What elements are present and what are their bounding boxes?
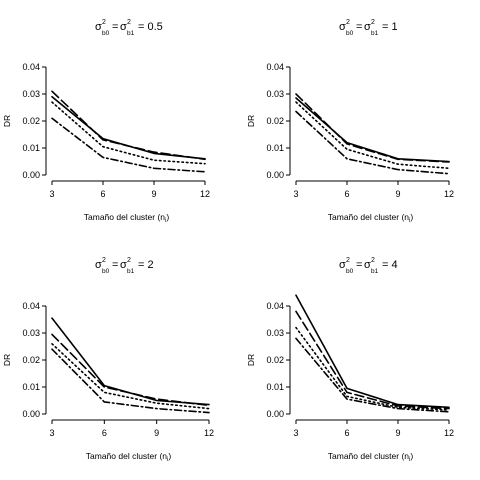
x-tick-label: 3 (293, 428, 298, 438)
panel-title: σ 2b0= σ 2b1= 1 (339, 19, 398, 37)
x-tick-label: 12 (444, 189, 454, 199)
panel-title: σ 2b0= σ 2b1= 4 (339, 257, 398, 275)
title-sub: b1 (371, 30, 379, 37)
x-tick-label: 9 (395, 428, 400, 438)
series-line-dotdash (295, 337, 450, 413)
y-axis-label: DR (2, 115, 12, 127)
series-line-solid (51, 95, 206, 160)
panel-title: σ 2b0= σ 2b1= 2 (95, 257, 154, 275)
y-tick-label: 0.00 (266, 170, 284, 180)
x-tick-label: 9 (154, 428, 159, 438)
x-tick-label: 12 (204, 428, 214, 438)
y-tick-label: 0.00 (22, 170, 40, 180)
series-line-dotted (51, 342, 210, 410)
title-sub: b0 (346, 268, 354, 275)
x-tick-label: 9 (151, 189, 156, 199)
panel-1: σ 2b0= σ 2b1= 0.53 6 9 120.000.010.020.030.04D… (2, 19, 210, 224)
y-tick-label: 0.03 (266, 89, 284, 99)
panel-title: σ 2b0= σ 2b1= 0.5 (95, 19, 163, 37)
series-line-longdash (295, 93, 450, 163)
y-tick-label: 0.00 (22, 409, 40, 419)
title-sup: 2 (371, 257, 375, 264)
y-axis-label: DR (246, 115, 256, 127)
x-axis-label: Tamaño del cluster (ni) (328, 212, 414, 224)
title-eq: = (356, 21, 362, 33)
y-tick-label: 0.02 (22, 355, 40, 365)
x-tick-label: 3 (49, 428, 54, 438)
title-sub: b0 (346, 30, 354, 37)
title-sub: b0 (102, 30, 110, 37)
y-tick-label: 0.02 (22, 116, 40, 126)
series-line-dotdash (295, 110, 450, 175)
title-value: = 0.5 (138, 21, 163, 33)
panel-4: σ 2b0= σ 2b1= 43 6 9 120.000.010.020.030.04DRT… (246, 257, 454, 463)
y-tick-label: 0.04 (266, 301, 284, 311)
y-tick-label: 0.04 (266, 62, 284, 72)
panel-2: σ 2b0= σ 2b1= 13 6 9 120.000.010.020.030.04DRT… (246, 19, 454, 224)
title-sup: 2 (371, 19, 375, 26)
series-line-solid (295, 294, 450, 409)
title-value: = 2 (138, 259, 154, 271)
x-axis-label: Tamaño del cluster (ni) (84, 212, 170, 224)
title-sigma: σ (120, 259, 127, 271)
x-axis-label: Tamaño del cluster (ni) (328, 451, 414, 463)
title-value: = 4 (382, 259, 398, 271)
title-sub: b0 (102, 268, 110, 275)
title-sup: 2 (346, 19, 350, 26)
title-sup: 2 (346, 257, 350, 264)
x-tick-label: 6 (344, 189, 349, 199)
title-value: = 1 (382, 21, 398, 33)
y-tick-label: 0.02 (266, 116, 284, 126)
series-line-dotted (295, 326, 450, 411)
title-sigma: σ (364, 21, 371, 33)
title-sigma: σ (339, 21, 346, 33)
y-tick-label: 0.01 (266, 382, 284, 392)
x-tick-label: 3 (49, 189, 54, 199)
title-sigma: σ (120, 21, 127, 33)
x-tick-label: 6 (100, 189, 105, 199)
y-tick-label: 0.02 (266, 355, 284, 365)
y-axis-label: DR (246, 354, 256, 366)
panel-3: σ 2b0= σ 2b1= 23 6 9 120.000.010.020.030.04DRT… (2, 257, 214, 463)
y-tick-label: 0.04 (22, 62, 40, 72)
title-sigma: σ (95, 259, 102, 271)
y-tick-label: 0.03 (22, 89, 40, 99)
x-axis-label: Tamaño del cluster (ni) (86, 451, 172, 463)
title-sub: b1 (371, 268, 379, 275)
series-line-dotted (295, 101, 450, 170)
y-tick-label: 0.01 (266, 143, 284, 153)
y-tick-label: 0.03 (266, 328, 284, 338)
x-tick-label: 9 (395, 189, 400, 199)
y-tick-label: 0.00 (266, 409, 284, 419)
title-eq: = (356, 259, 362, 271)
series-line-dotdash (51, 117, 206, 173)
title-sub: b1 (127, 30, 135, 37)
title-eq: = (112, 259, 118, 271)
title-sigma: σ (339, 259, 346, 271)
title-sigma: σ (95, 21, 102, 33)
title-eq: = (112, 21, 118, 33)
title-sigma: σ (364, 259, 371, 271)
x-tick-label: 3 (293, 189, 298, 199)
x-tick-label: 12 (200, 189, 210, 199)
y-tick-label: 0.03 (22, 328, 40, 338)
y-tick-label: 0.01 (22, 382, 40, 392)
y-tick-label: 0.04 (22, 301, 40, 311)
y-axis-label: DR (2, 354, 12, 366)
title-sup: 2 (102, 257, 106, 264)
series-line-longdash (51, 90, 206, 161)
title-sup: 2 (127, 257, 131, 264)
series-line-longdash (51, 333, 210, 407)
title-sup: 2 (127, 19, 131, 26)
series-line-solid (51, 317, 210, 406)
title-sub: b1 (127, 268, 135, 275)
title-sup: 2 (102, 19, 106, 26)
x-tick-label: 6 (102, 428, 107, 438)
x-tick-label: 6 (344, 428, 349, 438)
series-line-longdash (295, 310, 450, 410)
x-tick-label: 12 (444, 428, 454, 438)
y-tick-label: 0.01 (22, 143, 40, 153)
series-line-dotted (51, 101, 206, 165)
